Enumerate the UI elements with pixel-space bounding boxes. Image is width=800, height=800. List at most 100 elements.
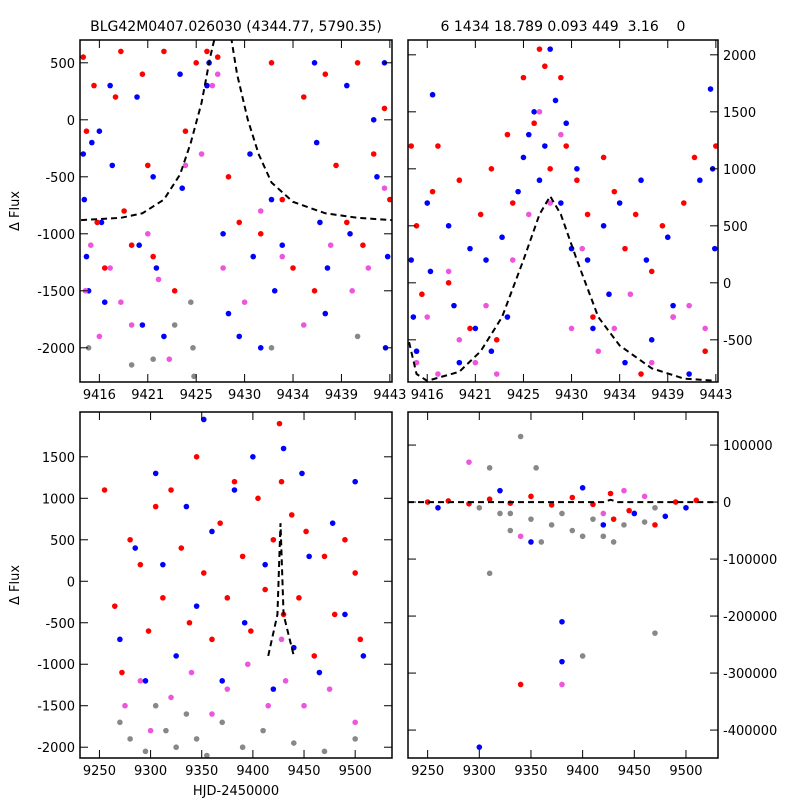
point-blue <box>662 513 669 520</box>
point-violet <box>686 302 692 309</box>
point-blue <box>98 219 105 226</box>
point-violet <box>198 151 205 157</box>
point-violet <box>122 702 128 709</box>
point-red <box>509 200 516 206</box>
point-violet <box>166 356 173 363</box>
point-blue <box>279 242 286 248</box>
point-grey <box>579 533 586 540</box>
point-grey <box>486 465 493 471</box>
point-red <box>360 242 366 248</box>
point-violet <box>579 245 586 252</box>
point-blue <box>317 219 323 226</box>
point-blue <box>89 139 95 146</box>
point-blue <box>515 188 521 195</box>
point-blue <box>280 445 287 452</box>
point-violet <box>517 533 524 540</box>
point-blue <box>107 82 113 89</box>
point-blue <box>183 503 190 510</box>
point-red <box>331 611 338 618</box>
point-red <box>548 502 555 508</box>
point-red <box>638 371 644 377</box>
point-grey <box>239 744 246 751</box>
ytick-label: -1000 <box>37 228 75 243</box>
point-blue <box>136 242 142 248</box>
ytick-label: -1500 <box>37 285 75 300</box>
xtick-label: 9425 <box>507 388 540 403</box>
point-grey <box>268 345 275 351</box>
point-blue <box>220 231 226 237</box>
xtick-label: 9443 <box>699 388 732 403</box>
point-red <box>209 636 215 643</box>
point-violet <box>456 337 463 343</box>
point-grey <box>191 373 197 380</box>
ytick-label: -1000 <box>37 658 75 673</box>
point-blue <box>96 128 103 134</box>
point-red <box>445 280 452 286</box>
point-blue <box>384 253 391 260</box>
point-blue <box>520 154 527 161</box>
point-grey <box>569 527 576 534</box>
point-blue <box>413 348 420 355</box>
point-blue <box>476 744 483 750</box>
point-blue <box>429 91 436 98</box>
point-blue <box>370 117 377 123</box>
point-red <box>381 105 388 112</box>
plot-area <box>101 416 367 758</box>
panel-3: 9250 9300 9350 9400 9450 9500 100000 0 -100000 -2… <box>407 411 777 779</box>
point-violet <box>483 302 489 309</box>
ylabel-top: Δ Flux <box>8 191 23 231</box>
point-grey <box>548 522 555 528</box>
point-grey <box>476 504 483 511</box>
point-blue <box>670 302 676 309</box>
panel-1: 9416 9421 9425 9430 9434 9439 9443 2000 1500 1000… <box>407 39 756 403</box>
point-red <box>607 490 614 497</box>
point-blue <box>193 603 200 609</box>
model-curve <box>408 498 718 504</box>
point-grey <box>117 719 123 726</box>
point-violet <box>107 265 113 271</box>
point-grey <box>260 727 266 734</box>
point-violet <box>168 694 174 701</box>
point-blue <box>579 485 586 491</box>
point-red <box>672 499 679 505</box>
point-violet <box>224 686 231 692</box>
point-red <box>691 154 698 161</box>
point-red <box>152 503 159 510</box>
point-blue <box>344 82 350 89</box>
point-blue <box>686 371 692 377</box>
panel-title-right: 6 1434 18.789 0.093 449 3.16 0 <box>441 19 686 35</box>
point-blue <box>329 520 336 526</box>
point-red <box>193 454 200 460</box>
point-violet <box>648 359 655 366</box>
model-curve <box>267 523 295 657</box>
point-blue <box>250 454 256 460</box>
point-violet <box>600 510 607 517</box>
point-blue <box>324 265 331 271</box>
point-red <box>171 288 178 294</box>
xtick-label: 9250 <box>83 764 116 779</box>
point-grey <box>507 510 514 517</box>
ytick-label: -200000 <box>723 610 777 625</box>
point-blue <box>408 257 415 263</box>
point-red <box>257 231 264 237</box>
axes-frame <box>79 39 393 383</box>
xtick-label: 9421 <box>131 388 164 403</box>
point-blue <box>80 151 87 157</box>
point-grey <box>321 748 328 755</box>
plot-area <box>408 433 718 750</box>
xtick-label: 9430 <box>228 388 261 403</box>
point-violet <box>265 702 272 709</box>
point-violet <box>627 291 634 298</box>
point-grey <box>290 740 297 746</box>
axes-frame <box>79 411 393 759</box>
ytick-label: 0 <box>723 496 731 511</box>
point-red <box>296 595 302 601</box>
point-blue <box>134 94 140 100</box>
point-grey <box>150 356 156 363</box>
point-red <box>168 487 174 493</box>
xtick-label: 9416 <box>411 388 444 403</box>
point-blue <box>236 333 243 340</box>
xtick-label: 9434 <box>603 388 636 403</box>
point-blue <box>584 257 591 263</box>
point-blue <box>209 528 215 535</box>
